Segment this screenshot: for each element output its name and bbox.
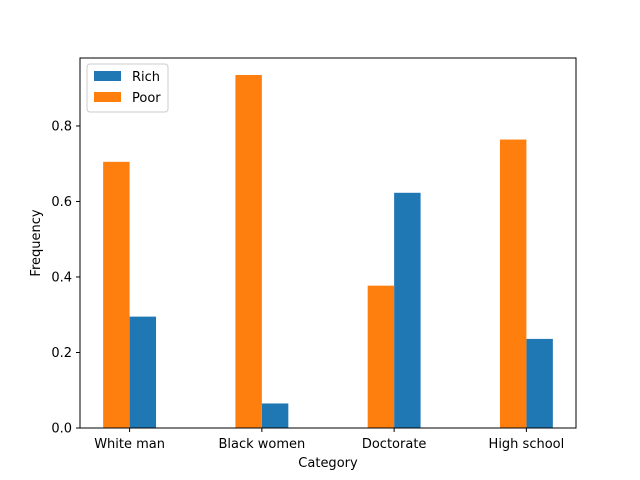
y-axis-label: Frequency <box>29 209 44 276</box>
y-axis: 0.0 0.2 0.4 0.6 0.8 <box>51 119 80 437</box>
bar-poor-black-women <box>235 74 262 428</box>
legend-swatch-poor <box>94 92 121 102</box>
y-tick-label: 0.8 <box>51 119 72 134</box>
bar-rich-doctorate <box>394 192 421 428</box>
bar-rich-high-school <box>526 338 553 428</box>
bar-poor-white-man <box>103 161 130 428</box>
x-tick-label: High school <box>489 437 565 452</box>
legend-swatch-rich <box>94 71 121 81</box>
x-tick-label: White man <box>94 437 165 452</box>
y-tick-label: 0.0 <box>51 422 72 437</box>
plot-frame <box>79 57 577 429</box>
x-axis-label: Category <box>298 456 358 471</box>
x-tick-label: Black women <box>218 437 305 452</box>
bar-rich-black-women <box>261 403 289 428</box>
bar-poor-high-school <box>499 139 527 428</box>
bar-poor-doctorate <box>367 285 395 428</box>
y-tick-label: 0.4 <box>51 270 72 285</box>
x-axis: White man Black women Doctorate High school <box>94 428 564 452</box>
legend-label-rich: Rich <box>132 70 160 85</box>
bars-group <box>103 74 553 428</box>
y-tick-label: 0.6 <box>51 195 72 210</box>
legend: Rich Poor <box>86 63 169 113</box>
y-tick-label: 0.2 <box>51 346 72 361</box>
x-tick-label: Doctorate <box>362 437 427 452</box>
bar-rich-white-man <box>129 316 157 428</box>
legend-label-poor: Poor <box>132 91 161 106</box>
